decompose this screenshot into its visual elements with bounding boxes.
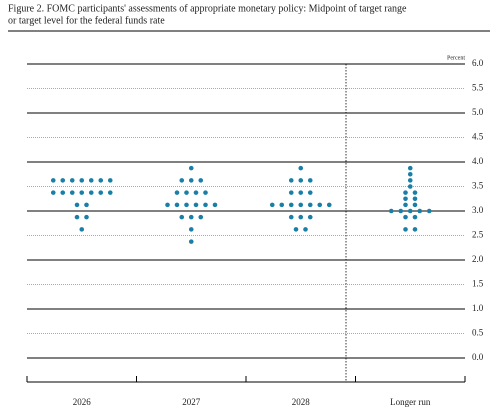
dot <box>412 190 418 195</box>
dot <box>412 196 418 202</box>
dot <box>79 227 85 232</box>
dot <box>188 214 194 220</box>
dot <box>403 227 408 232</box>
y-axis-label: Percent <box>447 55 465 61</box>
dot <box>407 184 413 189</box>
dot <box>407 208 413 214</box>
dot <box>407 178 413 183</box>
dot <box>403 196 408 202</box>
x-tick-label: 2026 <box>73 397 92 407</box>
dot <box>403 214 408 220</box>
dot <box>269 202 275 208</box>
dot <box>293 227 299 232</box>
dot <box>288 214 294 220</box>
dot <box>198 214 204 220</box>
y-tick-label: 4.0 <box>472 156 484 166</box>
dot <box>288 178 294 183</box>
dot <box>298 178 304 183</box>
dot <box>184 202 189 208</box>
dot <box>307 214 313 220</box>
dot <box>326 202 332 208</box>
dot <box>188 165 194 171</box>
y-tick-label: 1.0 <box>472 303 484 313</box>
dot <box>165 202 170 208</box>
dot <box>307 178 313 183</box>
dot <box>412 202 418 208</box>
dot <box>74 202 80 208</box>
dot <box>279 202 285 208</box>
dot <box>88 190 94 195</box>
y-tick-label: 5.5 <box>472 83 484 93</box>
dot <box>69 190 75 195</box>
dot <box>388 208 394 214</box>
dot <box>298 165 304 171</box>
dot <box>407 165 413 171</box>
y-tick-label: 0.0 <box>472 352 484 362</box>
dot <box>298 190 304 195</box>
chart-title: or target level for the federal funds ra… <box>8 15 165 26</box>
y-tick-label: 5.0 <box>472 107 484 117</box>
dot <box>307 190 313 195</box>
y-tick-label: 3.5 <box>472 181 484 191</box>
dot <box>417 208 423 214</box>
dot <box>184 190 189 195</box>
dot <box>298 214 304 220</box>
dot <box>74 214 80 220</box>
dot <box>298 202 304 208</box>
dot <box>188 239 194 244</box>
y-tick-label: 4.5 <box>472 132 484 142</box>
dot <box>188 227 194 232</box>
dot <box>50 178 56 183</box>
dot <box>179 178 185 183</box>
dot <box>288 202 294 208</box>
dot <box>88 178 94 183</box>
dot <box>107 178 113 183</box>
dot <box>60 190 66 195</box>
x-tick-label: Longer run <box>390 397 431 407</box>
dot <box>193 202 199 208</box>
dot <box>407 171 413 177</box>
chart-title: Figure 2. FOMC participants' assessments… <box>8 3 407 14</box>
x-tick-label: 2027 <box>182 397 201 407</box>
dot <box>174 190 180 195</box>
dot <box>84 202 89 208</box>
y-tick-label: 6.0 <box>472 58 484 68</box>
dot <box>84 214 89 220</box>
y-tick-label: 2.0 <box>472 254 484 264</box>
dot <box>317 202 323 208</box>
dot <box>403 190 408 195</box>
dot <box>60 178 66 183</box>
dot <box>179 214 185 220</box>
y-tick-label: 2.5 <box>472 230 484 240</box>
dot <box>203 202 208 208</box>
dot <box>79 178 85 183</box>
y-tick-label: 0.5 <box>472 328 484 338</box>
dot <box>69 178 75 183</box>
dot <box>98 178 104 183</box>
dot <box>426 208 432 214</box>
dot <box>307 202 313 208</box>
dot <box>107 190 113 195</box>
dot <box>212 202 218 208</box>
y-tick-label: 1.5 <box>472 279 484 289</box>
dot <box>412 227 418 232</box>
dot <box>403 202 408 208</box>
dot <box>288 190 294 195</box>
dot <box>203 190 208 195</box>
dot <box>98 190 104 195</box>
dot <box>193 190 199 195</box>
dot <box>50 190 56 195</box>
y-tick-label: 3.0 <box>472 205 484 215</box>
dot <box>398 208 404 214</box>
dot <box>188 178 194 183</box>
x-tick-label: 2028 <box>292 397 311 407</box>
dot <box>412 214 418 220</box>
dot <box>303 227 308 232</box>
dot <box>174 202 180 208</box>
dot <box>198 178 204 183</box>
dot <box>79 190 85 195</box>
